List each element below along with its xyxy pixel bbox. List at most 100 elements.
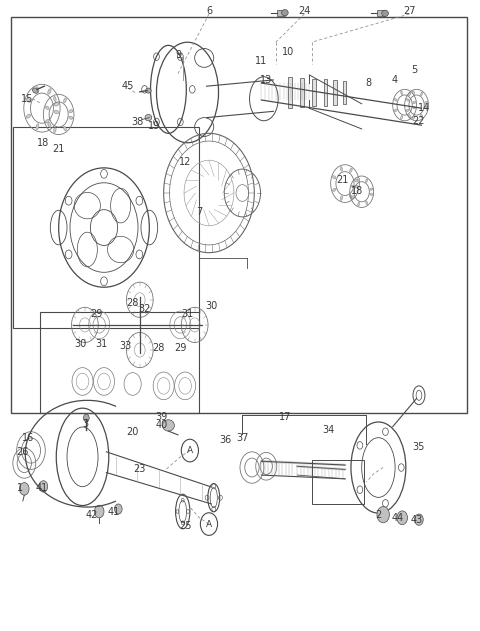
Ellipse shape (420, 92, 422, 96)
Text: 44: 44 (391, 513, 404, 523)
Text: 1: 1 (17, 483, 24, 493)
Ellipse shape (145, 114, 152, 121)
Ellipse shape (425, 102, 428, 103)
Ellipse shape (370, 188, 373, 191)
Ellipse shape (333, 175, 336, 179)
Ellipse shape (408, 114, 411, 118)
Text: 24: 24 (298, 6, 311, 16)
Text: 7: 7 (196, 207, 203, 217)
Text: 27: 27 (403, 6, 416, 16)
Ellipse shape (370, 193, 373, 196)
Text: 10: 10 (282, 47, 294, 57)
Text: 45: 45 (121, 81, 134, 91)
Ellipse shape (366, 179, 368, 182)
Ellipse shape (425, 107, 428, 109)
Circle shape (20, 483, 29, 495)
Ellipse shape (366, 201, 368, 204)
Circle shape (84, 414, 89, 422)
Text: 4: 4 (392, 75, 398, 85)
Text: 28: 28 (153, 343, 165, 353)
Text: 38: 38 (131, 117, 144, 127)
Ellipse shape (162, 420, 174, 431)
Ellipse shape (394, 98, 397, 101)
Bar (13, 127, 199, 328)
Ellipse shape (69, 116, 73, 119)
Ellipse shape (401, 91, 403, 95)
Ellipse shape (406, 109, 409, 112)
Ellipse shape (333, 188, 336, 191)
Text: 37: 37 (236, 433, 249, 443)
Text: 29: 29 (174, 343, 187, 353)
Ellipse shape (340, 196, 343, 201)
Bar (11, 17, 467, 413)
Ellipse shape (358, 177, 360, 181)
Ellipse shape (54, 127, 56, 133)
Text: 12: 12 (179, 156, 192, 167)
Circle shape (377, 507, 389, 523)
Circle shape (397, 511, 408, 525)
Ellipse shape (54, 110, 59, 114)
Ellipse shape (36, 124, 39, 130)
Text: 14: 14 (418, 103, 430, 113)
Bar (333, 80, 337, 105)
Circle shape (136, 250, 143, 259)
Ellipse shape (26, 98, 31, 102)
Text: 6: 6 (206, 6, 212, 16)
Ellipse shape (408, 92, 411, 96)
Text: 40: 40 (155, 420, 168, 430)
Ellipse shape (48, 122, 51, 128)
Bar (39, 312, 199, 413)
Bar (377, 10, 385, 16)
Text: 15: 15 (22, 94, 34, 103)
Ellipse shape (355, 185, 358, 188)
Ellipse shape (351, 196, 354, 198)
Text: 32: 32 (138, 304, 151, 314)
Circle shape (65, 250, 72, 259)
Text: 18: 18 (351, 186, 363, 196)
Ellipse shape (69, 110, 73, 113)
Bar (277, 9, 285, 16)
Ellipse shape (46, 119, 49, 123)
Text: 16: 16 (22, 433, 34, 443)
Text: 20: 20 (126, 427, 139, 437)
Ellipse shape (54, 97, 56, 102)
Text: 19: 19 (148, 121, 160, 131)
Ellipse shape (54, 102, 59, 106)
Text: 41: 41 (108, 507, 120, 517)
Text: 30: 30 (205, 301, 217, 311)
Text: 31: 31 (96, 339, 108, 349)
Text: 13: 13 (260, 75, 272, 85)
Bar (312, 460, 364, 504)
Text: 39: 39 (155, 412, 168, 422)
Text: 23: 23 (133, 464, 146, 475)
Text: 9: 9 (175, 50, 181, 60)
Text: 33: 33 (120, 341, 132, 351)
Text: 18: 18 (37, 138, 49, 148)
Text: 28: 28 (126, 298, 139, 308)
Text: A: A (187, 446, 193, 455)
Ellipse shape (63, 126, 66, 131)
Ellipse shape (36, 86, 39, 93)
Ellipse shape (46, 106, 49, 110)
Ellipse shape (33, 88, 38, 93)
Bar (288, 78, 292, 107)
Circle shape (101, 170, 108, 178)
Text: 41: 41 (36, 483, 48, 493)
Text: 35: 35 (413, 442, 425, 452)
Circle shape (95, 505, 104, 518)
Text: A: A (206, 519, 212, 529)
Text: 34: 34 (322, 425, 335, 435)
Ellipse shape (358, 202, 360, 206)
Ellipse shape (340, 167, 343, 171)
Text: 21: 21 (336, 175, 349, 186)
Text: 8: 8 (366, 78, 372, 88)
Ellipse shape (355, 179, 358, 182)
Text: 36: 36 (219, 435, 232, 445)
Ellipse shape (401, 115, 403, 119)
Text: 42: 42 (86, 510, 98, 521)
Circle shape (101, 277, 108, 286)
Ellipse shape (413, 115, 415, 119)
Ellipse shape (48, 88, 51, 94)
Ellipse shape (63, 98, 66, 103)
Text: 30: 30 (74, 339, 86, 349)
